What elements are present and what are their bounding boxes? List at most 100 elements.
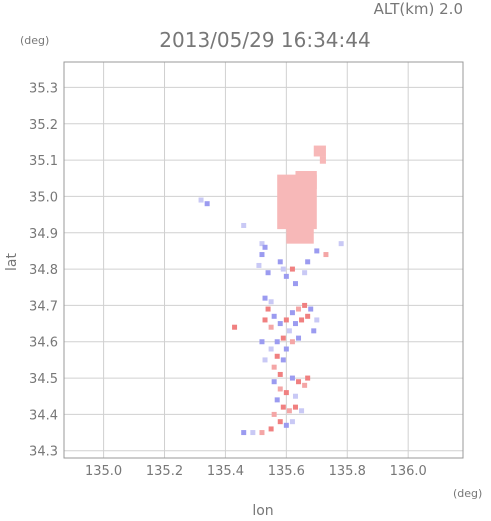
echo-point [283, 390, 289, 396]
echo-point [277, 259, 283, 265]
echo-point [289, 375, 295, 381]
y-tick-label: 35.0 [29, 190, 58, 205]
altitude-label: ALT(km) 2.0 [374, 0, 463, 18]
echo-points [198, 197, 344, 436]
echo-point [262, 317, 268, 323]
echo-point [314, 317, 320, 323]
y-tick-label: 34.3 [29, 445, 58, 460]
echo-region [295, 170, 317, 190]
x-axis-label: lon [252, 503, 273, 519]
y-tick-label: 34.8 [29, 263, 58, 278]
y-tick-label: 35.1 [29, 154, 58, 169]
x-tick-label: 135.0 [85, 464, 122, 479]
x-tick-label: 136.0 [390, 464, 427, 479]
echo-point [289, 266, 295, 272]
echo-region [313, 145, 326, 157]
echo-point [241, 222, 247, 228]
echo-point [283, 317, 289, 323]
echo-point [268, 426, 274, 432]
echo-point [299, 408, 305, 414]
echo-point [198, 197, 204, 203]
grid-lines [64, 62, 463, 458]
echo-point [296, 306, 302, 312]
echo-point [268, 324, 274, 330]
echo-point [241, 430, 247, 436]
echo-point [265, 270, 271, 276]
echo-point [305, 375, 311, 381]
y-tick-label: 34.7 [29, 299, 58, 314]
y-axis-label: lat [4, 253, 20, 271]
echo-point [292, 321, 298, 327]
echo-point [280, 357, 286, 363]
echo-point [274, 339, 280, 345]
echo-point [262, 357, 268, 363]
echo-point [277, 321, 283, 327]
echo-point [302, 382, 308, 388]
chart-title: 2013/05/29 16:34:44 [159, 28, 370, 52]
echo-point [277, 419, 283, 425]
echo-point [256, 262, 262, 268]
echo-point [265, 306, 271, 312]
echo-point [204, 201, 210, 207]
plot-frame [63, 61, 464, 459]
echo-point [338, 241, 344, 247]
echo-point [283, 422, 289, 428]
echo-point [262, 295, 268, 301]
echo-point [250, 430, 256, 436]
echo-point [283, 346, 289, 352]
echo-point [259, 252, 265, 258]
echo-point [271, 364, 277, 370]
echo-point [259, 339, 265, 345]
echo-point [268, 299, 274, 305]
y-tick-label: 35.2 [29, 118, 58, 133]
echo-point [292, 404, 298, 410]
echo-point [302, 302, 308, 308]
echo-point [305, 259, 311, 265]
echo-point [296, 379, 302, 385]
echo-point [286, 328, 292, 334]
y-tick-label: 34.9 [29, 227, 58, 242]
echo-point [232, 324, 238, 330]
echo-point [262, 244, 268, 250]
echo-point [259, 241, 265, 247]
y-unit-label: (deg) [20, 34, 49, 47]
echo-point [311, 328, 317, 334]
y-tick-label: 34.4 [29, 408, 58, 423]
y-tick-label: 34.5 [29, 372, 58, 387]
x-tick-label: 135.4 [207, 464, 244, 479]
x-tick-label: 135.2 [146, 464, 183, 479]
y-tick-label: 34.6 [29, 336, 58, 351]
echo-point [323, 252, 329, 258]
echo-point [259, 430, 265, 436]
echo-point [283, 273, 289, 279]
echo-point [274, 353, 280, 359]
echo-point [289, 419, 295, 425]
echo-point [299, 317, 305, 323]
echo-point [305, 313, 311, 319]
echo-point [271, 411, 277, 417]
echo-point [271, 313, 277, 319]
echo-region [286, 225, 314, 244]
echo-point [292, 281, 298, 287]
echo-point [314, 248, 320, 254]
echo-point [277, 386, 283, 392]
echo-point [268, 346, 274, 352]
echo-region [319, 156, 326, 164]
echo-point [308, 306, 314, 312]
echo-point [302, 270, 308, 276]
echo-point [296, 335, 302, 341]
echo-point [289, 310, 295, 316]
echo-point [274, 397, 280, 403]
echo-regions [277, 145, 326, 244]
echo-point [280, 335, 286, 341]
x-tick-label: 135.8 [329, 464, 366, 479]
echo-point [292, 393, 298, 399]
echo-point [277, 371, 283, 377]
echo-point [289, 339, 295, 345]
echo-point [271, 379, 277, 385]
y-tick-label: 35.3 [29, 81, 58, 96]
echo-point [280, 404, 286, 410]
tick-labels: 135.0 135.2 135.4 135.6 135.8 136.0 34.3 34.4 34… [29, 81, 427, 479]
echo-point [286, 408, 292, 414]
